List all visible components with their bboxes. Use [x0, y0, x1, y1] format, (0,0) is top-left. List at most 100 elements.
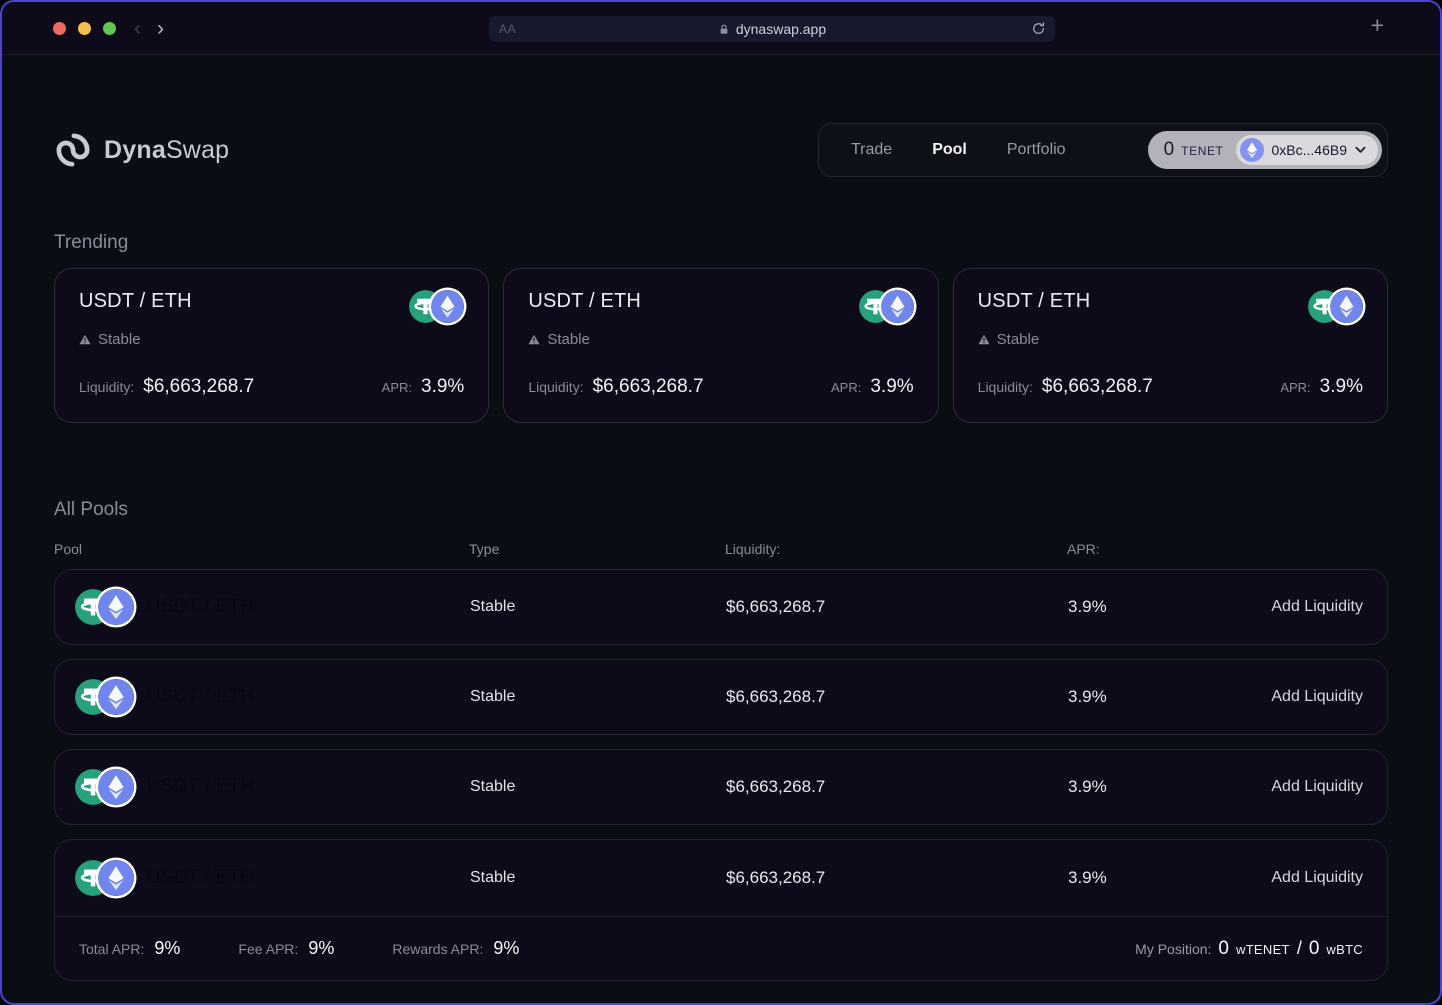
- liquidity-value: $6,663,268.7: [592, 376, 704, 397]
- pool-pair-label: USDT / ETH: [528, 290, 642, 312]
- brand-name: DynaSwap: [104, 136, 229, 165]
- trending-card[interactable]: USDT / ETH Stable Liquidity: $6,663,268.…: [503, 268, 939, 423]
- pool-pair-label: USDT / ETH: [977, 290, 1091, 312]
- col-header-pool: Pool: [54, 541, 83, 557]
- col-header-liquidity: Liquidity:: [725, 541, 781, 557]
- traffic-lights: [53, 21, 116, 35]
- fee-apr-label: Fee APR:: [238, 941, 299, 957]
- position-first-token: wTENET: [1236, 941, 1290, 957]
- nav-item-trade[interactable]: Trade: [851, 141, 893, 158]
- trending-title: Trending: [54, 232, 129, 253]
- forward-icon[interactable]: ›: [157, 16, 164, 40]
- pool-apr: 3.9%: [1068, 597, 1107, 616]
- pool-type-label: Stable: [996, 331, 1040, 348]
- pool-row[interactable]: USDT / ETH Stable $6,663,268.7 3.9% Add …: [54, 749, 1388, 825]
- new-tab-icon[interactable]: +: [1370, 12, 1384, 38]
- eth-icon: [880, 290, 914, 323]
- warning-icon: [528, 334, 540, 345]
- add-liquidity-button[interactable]: Add Liquidity: [1271, 869, 1363, 886]
- add-liquidity-button[interactable]: Add Liquidity: [1271, 598, 1363, 615]
- all-pools-title: All Pools: [54, 499, 128, 520]
- liquidity-value: $6,663,268.7: [143, 376, 255, 397]
- pool-pair-label: USDT / ETH: [147, 596, 255, 617]
- rewards-apr-label: Rewards APR:: [392, 941, 484, 957]
- eth-icon: [98, 769, 134, 805]
- pool-type-label: Stable: [547, 331, 590, 348]
- pair-icons: [409, 290, 465, 323]
- top-nav: Trade Pool Portfolio 0 TENET 0xBc...46B9: [818, 123, 1388, 177]
- eth-icon: [431, 290, 465, 323]
- eth-icon: [98, 679, 134, 715]
- brand-logo: DynaSwap: [54, 131, 229, 169]
- pool-type: Stable: [470, 688, 516, 705]
- pair-icons: [1307, 290, 1363, 323]
- reader-mode-button[interactable]: AA: [499, 22, 517, 36]
- pool-type: Stable: [470, 598, 516, 615]
- pool-type: Stable: [470, 778, 516, 795]
- total-apr-value: 9%: [154, 938, 181, 958]
- minimize-window-icon[interactable]: [78, 21, 91, 35]
- eth-icon: [1239, 138, 1264, 162]
- position-second-value: 0: [1308, 937, 1320, 959]
- nav-item-pool[interactable]: Pool: [932, 141, 967, 158]
- pool-row-with-summary: USDT / ETH Stable $6,663,268.7 3.9% Add …: [54, 839, 1388, 981]
- pool-row[interactable]: USDT / ETH Stable $6,663,268.7 3.9% Add …: [54, 569, 1388, 645]
- trending-card[interactable]: USDT / ETH Stable Liquidity: $6,663,268.…: [54, 268, 490, 423]
- warning-icon: [79, 334, 91, 345]
- pool-pair-label: USDT / ETH: [147, 867, 255, 888]
- pools-table-header: Pool Type Liquidity: APR:: [54, 541, 1388, 557]
- brand-name-light: Swap: [165, 135, 230, 164]
- apr-summary-bar: Total APR: 9% Fee APR: 9% Rewards APR: 9…: [55, 917, 1387, 980]
- pool-type: Stable: [470, 869, 516, 886]
- maximize-window-icon[interactable]: [103, 21, 116, 35]
- col-header-apr: APR:: [1067, 541, 1100, 557]
- reload-icon[interactable]: [1031, 21, 1046, 41]
- pool-apr: 3.9%: [1068, 868, 1107, 887]
- liquidity-label: Liquidity:: [528, 379, 584, 395]
- liquidity-label: Liquidity:: [977, 379, 1033, 395]
- pool-type-label: Stable: [98, 331, 141, 348]
- wallet-token-symbol: TENET: [1181, 144, 1224, 158]
- wallet-address-pill[interactable]: 0xBc...46B9: [1235, 135, 1378, 165]
- url-text: dynaswap.app: [735, 21, 827, 37]
- eth-icon: [1329, 290, 1363, 323]
- pair-icons: [858, 290, 914, 323]
- close-window-icon[interactable]: [53, 21, 66, 35]
- liquidity-value: $6,663,268.7: [1041, 376, 1153, 397]
- warning-icon: [978, 334, 990, 345]
- pool-liquidity: $6,663,268.7: [726, 597, 826, 616]
- address-bar[interactable]: AA dynaswap.app: [489, 16, 1055, 42]
- url-display: dynaswap.app: [489, 21, 1055, 37]
- add-liquidity-button[interactable]: Add Liquidity: [1271, 778, 1363, 795]
- trending-card[interactable]: USDT / ETH Stable Liquidity: $6,663,268.…: [952, 268, 1388, 423]
- wallet-address: 0xBc...46B9: [1271, 142, 1348, 158]
- pool-row[interactable]: USDT / ETH Stable $6,663,268.7 3.9% Add …: [55, 840, 1387, 916]
- apr-label: APR:: [381, 380, 413, 395]
- back-icon[interactable]: ‹: [134, 16, 141, 40]
- wallet-button[interactable]: 0 TENET 0xBc...46B9: [1147, 131, 1382, 169]
- trending-cards: USDT / ETH Stable Liquidity: $6,663,268.…: [54, 268, 1388, 423]
- apr-label: APR:: [831, 380, 862, 395]
- pool-row[interactable]: USDT / ETH Stable $6,663,268.7 3.9% Add …: [54, 659, 1388, 735]
- my-position: My Position: 0 wTENET / 0 wBTC: [1135, 938, 1363, 960]
- app-header: DynaSwap Trade Pool Portfolio 0 TENET 0x…: [54, 123, 1388, 177]
- add-liquidity-button[interactable]: Add Liquidity: [1271, 688, 1363, 705]
- pool-apr: 3.9%: [1068, 687, 1107, 706]
- nav-item-portfolio[interactable]: Portfolio: [1006, 141, 1066, 158]
- brand-name-bold: Dyna: [104, 135, 166, 164]
- eth-icon: [98, 860, 134, 896]
- summary-divider: [55, 916, 1387, 917]
- rewards-apr-value: 9%: [493, 938, 520, 958]
- eth-icon: [98, 589, 134, 625]
- apr-value: 3.9%: [1319, 376, 1363, 397]
- pool-pair-label: USDT / ETH: [79, 290, 192, 312]
- liquidity-label: Liquidity:: [79, 379, 135, 395]
- browser-toolbar: ‹ › AA dynaswap.app +: [2, 2, 1440, 55]
- chevron-down-icon: [1355, 146, 1366, 154]
- pool-liquidity: $6,663,268.7: [726, 687, 826, 706]
- position-first-value: 0: [1218, 937, 1229, 959]
- pool-liquidity: $6,663,268.7: [726, 777, 826, 796]
- pool-pair-label: USDT / ETH: [147, 686, 255, 707]
- lock-icon: [718, 23, 730, 36]
